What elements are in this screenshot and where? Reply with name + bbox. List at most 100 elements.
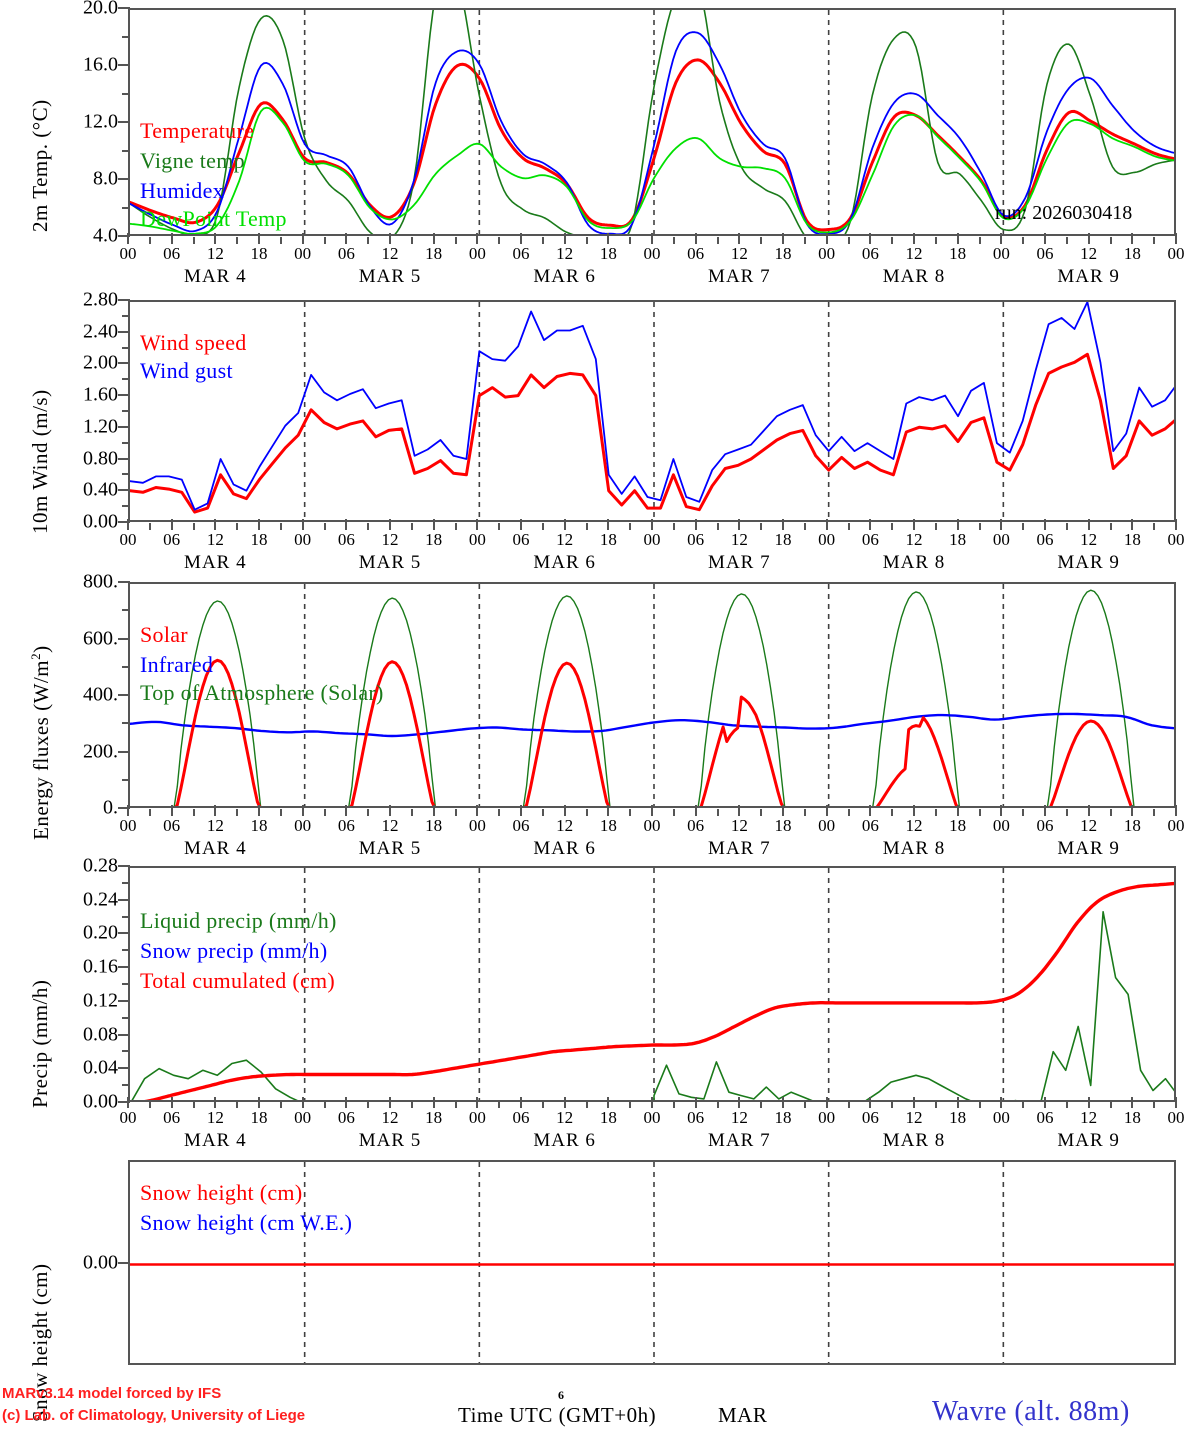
y-minor-tick — [122, 1084, 130, 1087]
legend-temperature-3: DewPoint Temp — [140, 206, 287, 231]
x-tick-mark — [1044, 519, 1046, 530]
x-tick-mark — [454, 809, 457, 816]
x-tick-mark — [825, 805, 828, 816]
x-hour-label: 06 — [512, 244, 530, 263]
y-minor-tick — [122, 881, 130, 884]
x-tick-mark — [214, 233, 217, 244]
x-tick-mark — [913, 1097, 915, 1108]
x-hour-label: 00 — [294, 244, 312, 263]
plot-area-precip — [128, 866, 1176, 1102]
x-day-label: MAR 4 — [184, 1130, 247, 1151]
x-tick-mark — [629, 809, 632, 816]
x-tick-mark — [432, 233, 435, 244]
y-tick-mark — [118, 121, 130, 123]
x-tick-mark — [1000, 1097, 1003, 1108]
legend-wind-0: Wind speed — [140, 330, 247, 355]
x-tick-mark — [520, 1097, 522, 1108]
panel-wind: 10m Wind (m/s) 0.00 0.40 0.80 1.20 1.60 2.00 2… — [0, 289, 1194, 578]
y-tick-mark — [118, 999, 130, 1002]
panel-energy: Energy fluxes (W/m2) 0. 200. 400. 600. 800. … — [0, 571, 1194, 860]
x-tick-mark — [1175, 1097, 1177, 1108]
x-tick-mark — [847, 809, 850, 816]
y-tick-mark — [118, 807, 130, 809]
energy-series-svg — [130, 584, 1174, 806]
x-hour-label: 18 — [250, 1108, 268, 1127]
x-hour-label: 18 — [425, 816, 443, 835]
x-hour-label: 06 — [337, 530, 355, 549]
run-label: run: 2026030418 — [995, 202, 1133, 224]
x-tick-mark — [956, 233, 959, 244]
x-tick-mark — [541, 809, 544, 816]
x-hour-label: 18 — [949, 530, 967, 549]
x-tick-mark — [301, 1097, 304, 1108]
x-tick-mark — [803, 523, 806, 530]
x-tick-mark — [651, 1097, 653, 1108]
x-tick-mark — [454, 523, 457, 530]
x-tick-mark — [585, 1101, 588, 1108]
x-tick-mark — [476, 1097, 479, 1108]
x-tick-strip — [127, 518, 1177, 530]
x-tick-mark — [345, 233, 348, 244]
x-hour-label: 18 — [774, 816, 792, 835]
x-tick-mark — [825, 233, 828, 244]
x-hour-label: 12 — [730, 816, 748, 835]
x-hour-label: 06 — [163, 244, 181, 263]
x-day-label: MAR 5 — [358, 552, 422, 573]
x-tick-mark — [563, 519, 566, 530]
x-tick-mark — [1044, 1097, 1046, 1108]
y-tick-label: 4.0 — [93, 224, 118, 247]
x-tick-mark — [389, 805, 391, 816]
y-tick-label: 600. — [83, 627, 118, 649]
legend-temperature-1: Vigne temp — [140, 148, 245, 173]
x-hour-label: 06 — [163, 816, 181, 835]
y-tick-label: 0.04 — [83, 1056, 118, 1079]
y-minor-tick — [122, 949, 130, 952]
plot-area-temperature — [128, 8, 1176, 236]
x-tick-mark — [1022, 1101, 1025, 1108]
x-day-label: MAR 5 — [358, 838, 422, 859]
x-tick-mark — [891, 523, 894, 530]
x-tick-mark — [432, 805, 435, 816]
x-tick-mark — [716, 523, 719, 530]
x-tick-mark — [869, 233, 872, 244]
x-hour-label: 06 — [1036, 816, 1054, 835]
x-tick-mark — [585, 237, 588, 244]
x-hour-label: 12 — [905, 530, 923, 549]
temperature-series-svg — [130, 10, 1174, 234]
x-tick-mark — [541, 523, 544, 530]
x-tick-mark — [520, 805, 522, 816]
x-hour-label: 12 — [905, 816, 923, 835]
y-tick-mark — [118, 330, 130, 333]
x-hour-label: 00 — [992, 816, 1010, 835]
x-day-label: MAR 7 — [708, 1130, 771, 1151]
x-hour-label: 06 — [337, 1108, 355, 1127]
x-hour-label: 06 — [512, 530, 530, 549]
y-tick-mark — [118, 457, 130, 460]
y-minor-tick — [122, 722, 130, 725]
x-tick-mark — [1109, 809, 1112, 816]
x-tick-mark — [454, 1101, 457, 1108]
x-tick-mark — [170, 233, 173, 244]
y-minor-tick — [122, 505, 130, 508]
x-hour-label: 12 — [905, 1108, 923, 1127]
x-tick-mark — [803, 809, 806, 816]
y-minor-tick — [122, 346, 130, 349]
x-hour-label: 06 — [687, 244, 705, 263]
y-tick-label: 0.40 — [83, 478, 118, 501]
x-hour-label: 18 — [1123, 530, 1141, 549]
x-tick-mark — [629, 523, 632, 530]
y-tick-label: 2.00 — [83, 351, 118, 374]
y-tick-mark — [118, 865, 130, 867]
x-hour-label: 18 — [599, 816, 617, 835]
x-tick-mark — [279, 523, 282, 530]
y-minor-tick — [122, 1050, 130, 1053]
x-day-label: MAR 9 — [1057, 838, 1120, 859]
x-tick-mark — [410, 1101, 413, 1108]
x-tick-strip — [127, 804, 1177, 816]
x-day-label: MAR 4 — [184, 266, 247, 287]
x-hour-label: 06 — [687, 1108, 705, 1127]
y-tick-mark — [118, 235, 130, 237]
x-hour-label: 00 — [992, 530, 1010, 549]
x-tick-mark — [127, 233, 129, 244]
x-tick-mark — [148, 809, 151, 816]
